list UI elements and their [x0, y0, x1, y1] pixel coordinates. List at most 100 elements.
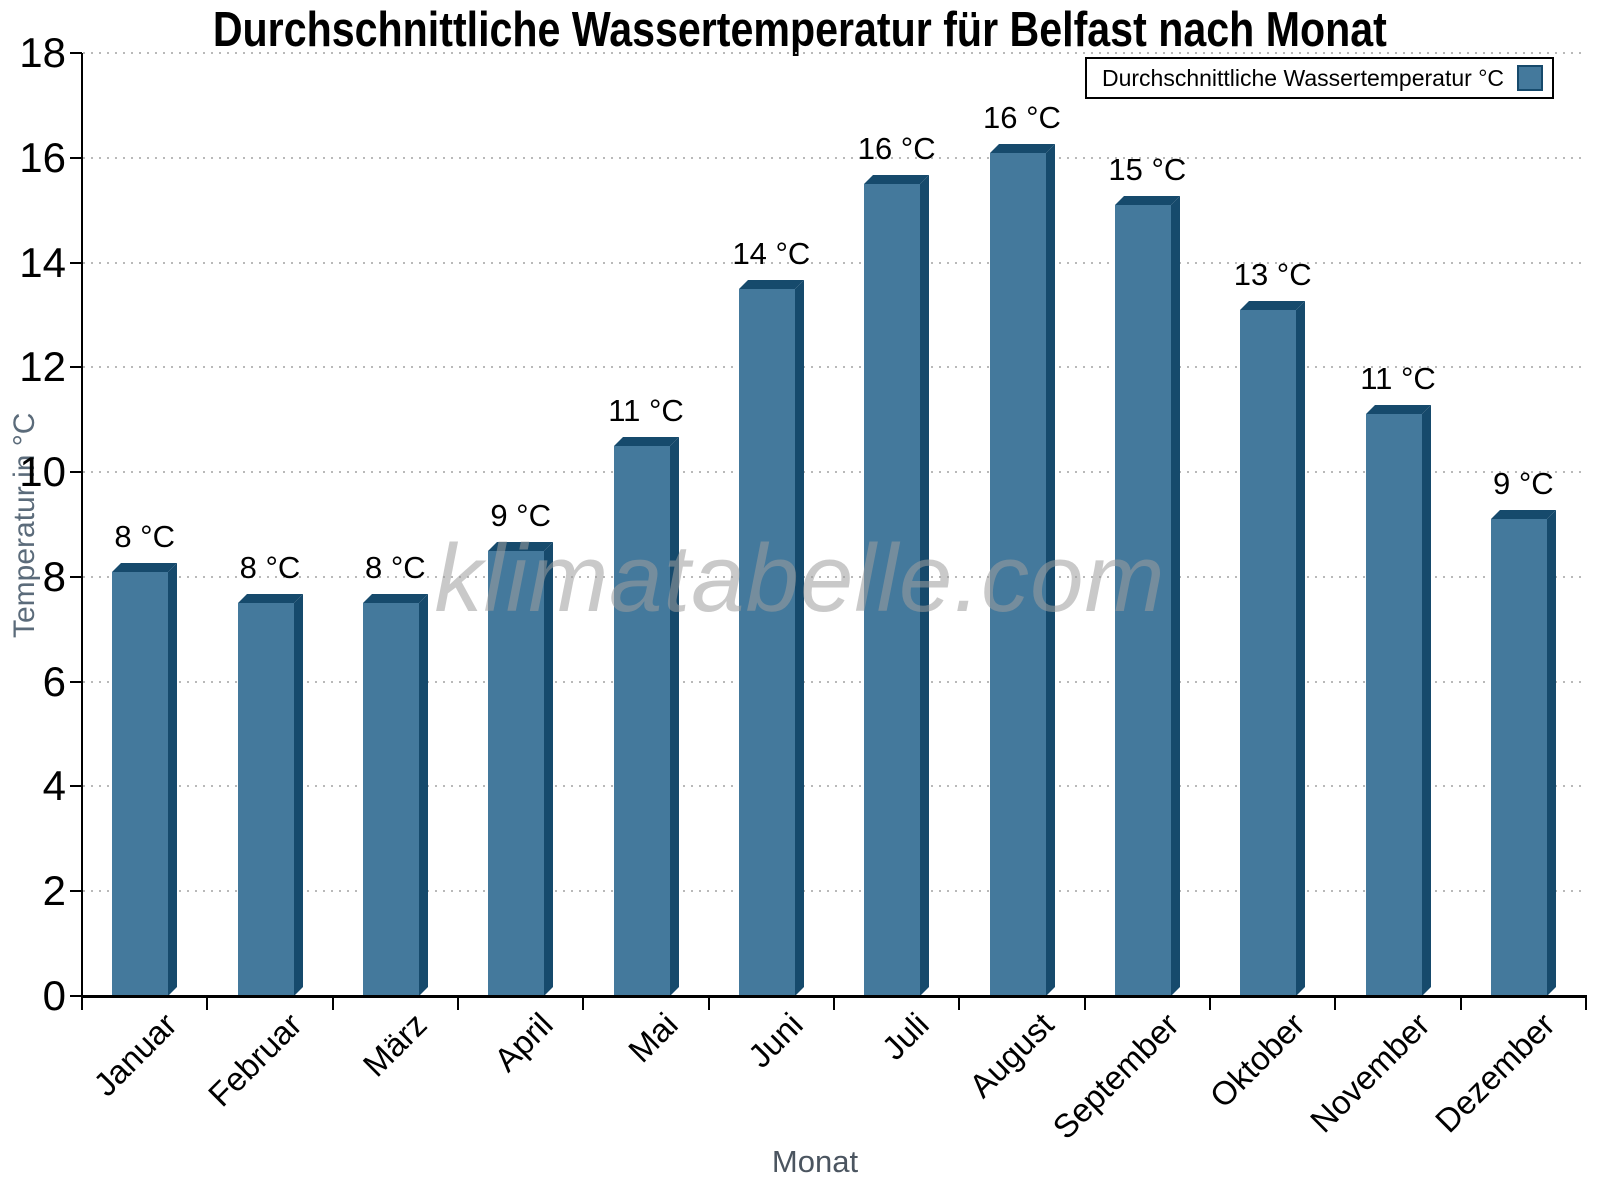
y-tick-label-16: 16	[19, 133, 66, 181]
x-tick-label-August: August	[961, 1005, 1061, 1105]
bar-top-März	[362, 594, 428, 604]
bar-top-April	[488, 541, 554, 551]
y-tick-2	[70, 890, 82, 893]
y-tick-8	[70, 575, 82, 578]
bar-value-label-November: 11 °C	[1360, 361, 1436, 397]
y-tick-16	[70, 156, 82, 159]
y-tick-label-0: 0	[42, 972, 66, 1019]
bar-side-März	[418, 594, 428, 996]
y-tick-label-12: 12	[19, 343, 66, 391]
x-tick-label-März: März	[356, 1005, 435, 1084]
x-axis-title: Monat	[771, 1144, 859, 1179]
bar-top-August	[989, 143, 1055, 153]
bar-Februar	[237, 603, 294, 996]
bar-side-November	[1421, 405, 1431, 996]
gridline-4	[83, 785, 1586, 788]
y-tick-label-18: 18	[19, 29, 66, 76]
x-tick-label-Juni: Juni	[741, 1005, 811, 1075]
bar-side-Dezember	[1546, 510, 1556, 996]
bar-value-label-August: 16 °C	[983, 99, 1061, 135]
x-tick-0	[81, 996, 83, 1010]
bar-top-September	[1114, 195, 1180, 205]
bar-August	[989, 152, 1046, 996]
bar-value-label-Februar: 8 °C	[239, 550, 301, 586]
x-tick-3	[457, 996, 459, 1010]
x-tick-label-Oktober: Oktober	[1202, 1005, 1312, 1115]
x-tick-label-April: April	[486, 1005, 560, 1079]
x-tick-10	[1334, 996, 1337, 1010]
bar-value-label-September: 15 °C	[1108, 151, 1187, 187]
bar-top-Januar	[112, 562, 178, 572]
y-tick-label-2: 2	[42, 867, 66, 915]
bar-top-Mai	[613, 436, 679, 446]
gridline-18	[83, 52, 1586, 54]
gridline-12	[83, 366, 1586, 369]
bar-side-Februar	[293, 594, 303, 996]
bar-value-label-Oktober: 13 °C	[1233, 256, 1312, 292]
y-tick-10	[70, 471, 82, 474]
bar-top-Februar	[237, 594, 303, 604]
x-tick-8	[1083, 996, 1086, 1010]
x-tick-4	[582, 996, 585, 1010]
bar-side-Oktober	[1296, 300, 1306, 996]
bar-side-Juni	[794, 279, 804, 996]
x-tick-5	[707, 996, 710, 1010]
bar-September	[1114, 204, 1171, 996]
y-tick-12	[70, 366, 82, 369]
bar-side-September	[1170, 195, 1180, 996]
y-tick-0	[70, 995, 82, 997]
bar-November	[1365, 414, 1422, 996]
x-tick-6	[833, 996, 835, 1010]
bar-side-Januar	[168, 562, 178, 996]
x-tick-1	[206, 996, 209, 1010]
bar-Juli	[864, 183, 921, 996]
bar-top-November	[1365, 405, 1431, 415]
bar-value-label-Mai: 11 °C	[608, 392, 684, 428]
x-tick-label-Juli: Juli	[874, 1005, 936, 1067]
x-tick-label-Januar: Januar	[85, 1005, 184, 1104]
bar-Januar	[112, 571, 169, 996]
chart-title-text: Durchschnittliche Wassertemperatur für B…	[212, 3, 1388, 57]
y-axis-line	[81, 53, 83, 998]
bar-side-Juli	[920, 174, 930, 996]
x-tick-label-Februar: Februar	[200, 1005, 309, 1114]
bar-side-August	[1045, 143, 1055, 996]
y-tick-label-6: 6	[42, 657, 66, 705]
bar-value-label-Januar: 8 °C	[114, 518, 175, 554]
y-tick-label-8: 8	[42, 552, 66, 600]
bar-value-label-Dezember: 9 °C	[1493, 466, 1554, 502]
gridline-2	[83, 890, 1586, 893]
x-tick-11	[1459, 996, 1462, 1010]
gridline-10	[83, 471, 1586, 474]
x-tick-label-November: November	[1302, 1005, 1437, 1140]
y-axis-title: Temperatur in °C	[8, 412, 41, 638]
bar-top-Juli	[864, 174, 930, 184]
bar-April	[488, 550, 545, 996]
y-tick-label-10: 10	[19, 448, 66, 496]
y-tick-4	[70, 785, 82, 788]
x-tick-label-Mai: Mai	[620, 1005, 685, 1070]
bar-top-Juni	[738, 279, 804, 289]
bar-Mai	[613, 445, 670, 996]
x-tick-2	[331, 996, 334, 1010]
x-tick-label-Dezember: Dezember	[1428, 1005, 1563, 1140]
gridline-8	[83, 575, 1586, 578]
x-tick-label-September: September	[1045, 1005, 1187, 1146]
bar-value-label-Juli: 16 °C	[857, 130, 936, 166]
y-tick-6	[70, 680, 82, 683]
x-axis-line	[81, 995, 1587, 998]
y-tick-18	[70, 52, 82, 54]
y-tick-14	[70, 261, 82, 264]
gridline-6	[83, 680, 1586, 683]
x-tick-7	[958, 996, 961, 1010]
legend: Durchschnittliche Wassertemperatur °C	[1084, 57, 1554, 99]
bar-Juni	[738, 288, 795, 996]
gridline-14	[83, 261, 1586, 264]
y-tick-label-14: 14	[19, 238, 66, 286]
x-tick-9	[1209, 996, 1211, 1010]
bar-top-Oktober	[1240, 300, 1306, 310]
bar-side-April	[544, 541, 554, 996]
bar-value-label-April: 9 °C	[490, 497, 551, 533]
bar-value-label-März: 8 °C	[365, 550, 426, 586]
